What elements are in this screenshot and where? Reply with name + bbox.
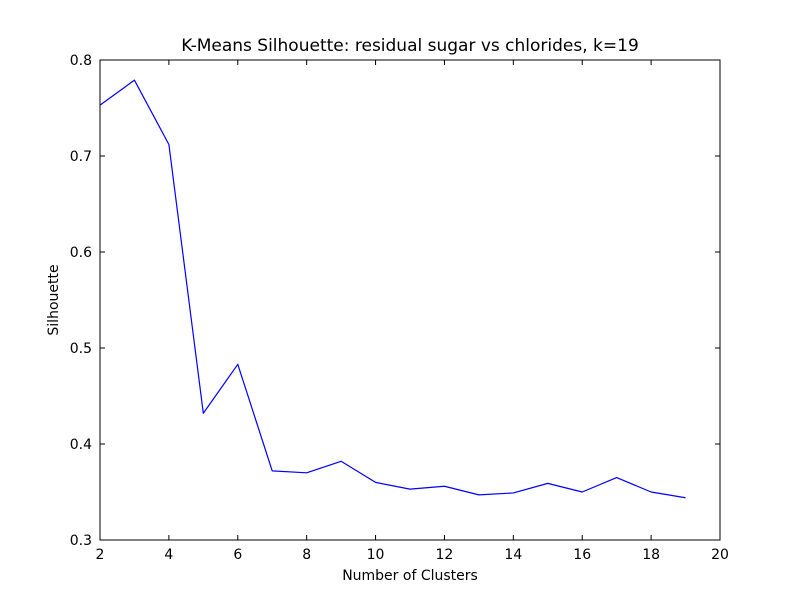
x-tick-label: 18 — [642, 547, 660, 563]
x-axis-label: Number of Clusters — [342, 568, 478, 584]
series-layer — [99, 79, 686, 499]
chart-title: K-Means Silhouette: residual sugar vs ch… — [181, 36, 639, 56]
y-tick-label: 0.5 — [70, 341, 92, 357]
x-tick-label: 6 — [233, 547, 242, 563]
silhouette-series-line — [99, 79, 686, 499]
y-axis-label: Silhouette — [46, 264, 62, 335]
x-tick-label: 12 — [436, 547, 454, 563]
x-tick-label: 2 — [96, 547, 105, 563]
y-tick-label: 0.8 — [70, 53, 92, 69]
x-tick-label: 8 — [302, 547, 311, 563]
x-tick-label: 10 — [367, 547, 385, 563]
y-tick-label: 0.7 — [70, 149, 92, 165]
x-tick-label: 4 — [164, 547, 173, 563]
x-tick-label: 20 — [711, 547, 729, 563]
y-tick-label: 0.4 — [70, 437, 92, 453]
x-tick-label: 16 — [573, 547, 591, 563]
y-tick-label: 0.6 — [70, 245, 92, 261]
tick-layer: 2 4 6 8 10 12 14 16 18 20 0.3 0.4 0.5 0.6 0.7 0.8 — [70, 53, 729, 563]
x-tick-label: 14 — [504, 547, 522, 563]
plot-area — [100, 60, 720, 540]
y-tick-label: 0.3 — [70, 533, 92, 549]
plot-frame — [99, 59, 721, 541]
